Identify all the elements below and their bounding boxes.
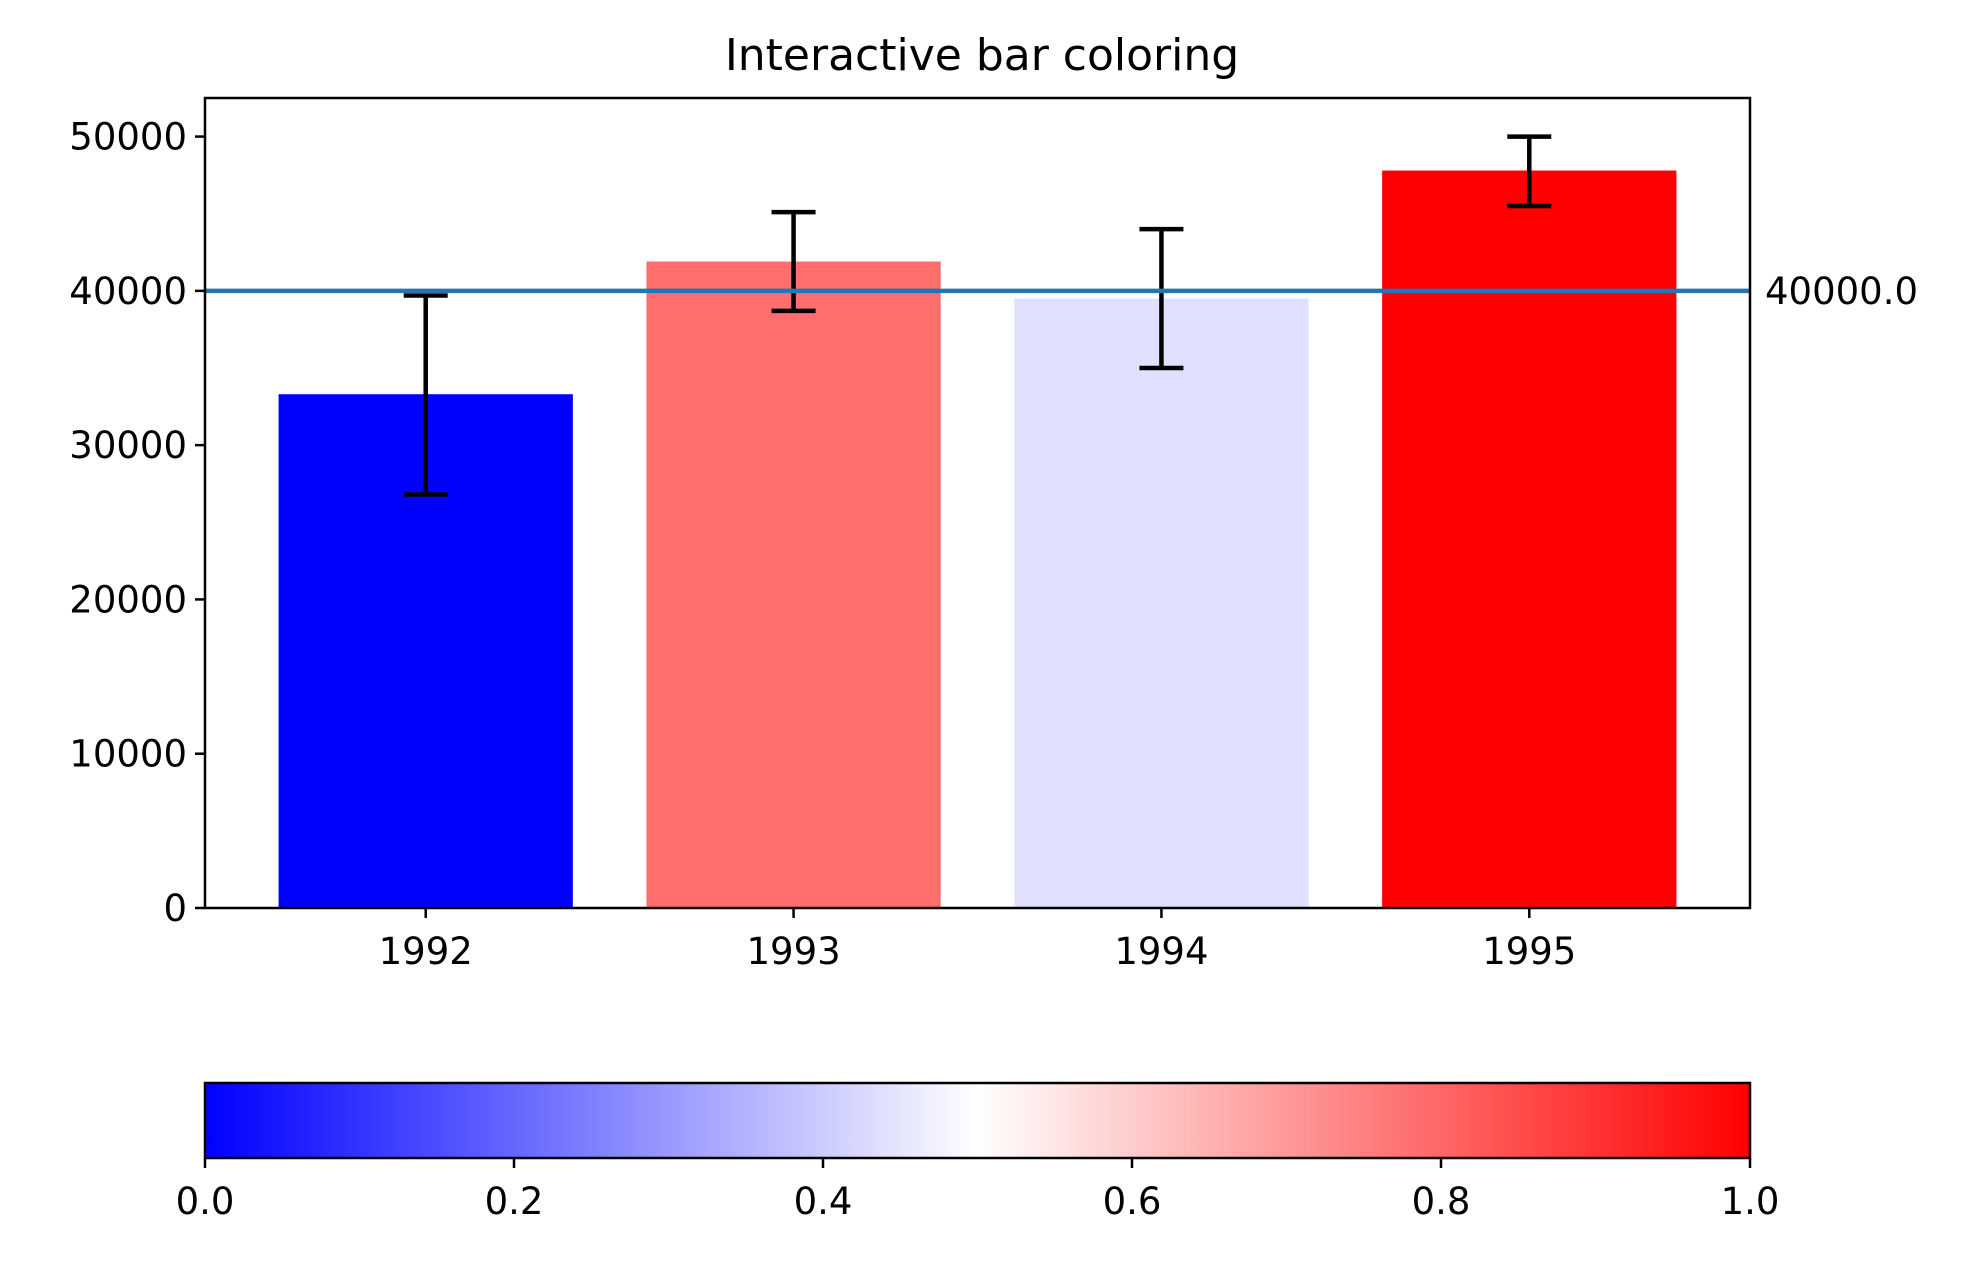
y-tick-label-0: 0: [163, 887, 187, 930]
colorbar-tick-label-0.4: 0.4: [794, 1180, 853, 1223]
colorbar-tick-label-0.2: 0.2: [485, 1180, 544, 1223]
colorbar-tick-label-0.0: 0.0: [176, 1180, 235, 1223]
x-axis: 1992 1993 1994 1995: [379, 908, 1576, 973]
bar-1993[interactable]: [646, 261, 941, 908]
bar-1995[interactable]: [1382, 170, 1677, 908]
colorbar-tick-label-1.0: 1.0: [1721, 1180, 1780, 1223]
x-tick-label-1992: 1992: [379, 930, 473, 973]
y-tick-label-20000: 20000: [69, 578, 187, 621]
errorbars-group: [403, 134, 1552, 497]
plot-frame: [203, 96, 1752, 910]
y-tick-label-30000: 30000: [69, 424, 187, 467]
x-tick-label-1993: 1993: [746, 930, 840, 973]
bar-1994[interactable]: [1014, 298, 1309, 909]
bars-group: [278, 170, 1677, 909]
chart-title: Interactive bar coloring: [725, 30, 1239, 81]
y-tick-label-10000: 10000: [69, 733, 187, 776]
y-tick-label-50000: 50000: [69, 116, 187, 159]
y-axis: 0 10000 20000 30000 40000 50000: [69, 116, 205, 930]
colorbar-axis: 0.0 0.2 0.4 0.6 0.8 1.0: [176, 1158, 1780, 1223]
x-tick-label-1994: 1994: [1114, 930, 1208, 973]
y-tick-label-40000: 40000: [69, 270, 187, 313]
reference-line-label: 40000.0: [1765, 270, 1918, 313]
x-tick-label-1995: 1995: [1482, 930, 1576, 973]
colorbar-tick-label-0.6: 0.6: [1103, 1180, 1162, 1223]
colorbar[interactable]: [203, 1081, 1752, 1160]
colorbar-tick-label-0.8: 0.8: [1412, 1180, 1471, 1223]
